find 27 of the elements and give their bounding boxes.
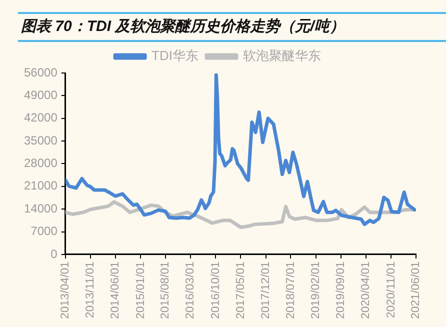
x-tick-label: 2015/01/01 [134,261,147,320]
x-tick-label: 2019/02/01 [310,261,322,320]
y-tick-label: 56000 [24,65,58,80]
x-tick-label: 2018/07/01 [284,261,297,320]
y-tick-label: 35000 [24,133,58,148]
x-tick-label: 2014/06/01 [110,261,122,320]
y-tick-label: 21000 [24,178,58,193]
y-tick-label: 7000 [30,224,58,238]
x-tick-label: 2017/05/01 [234,261,247,320]
y-tick-label: 14000 [24,201,58,216]
y-tick-label: 42000 [24,110,58,125]
y-tick-label: 28000 [24,156,58,170]
x-tick-label: 2021/06/01 [410,261,422,320]
legend-label: TDI华东 [152,48,198,64]
x-tick-label: 2019/09/01 [335,261,348,320]
x-tick-label: 2016/03/01 [184,261,197,320]
x-tick-label: 2016/10/01 [210,261,222,320]
x-tick-label: 2013/04/01 [60,261,72,320]
x-tick-label: 2017/12/01 [260,261,272,320]
legend-label: 软泡聚醚华东 [242,48,321,64]
chart-title: 图表 70：TDI 及软泡聚醚历史价格走势（元/吨） [18,12,446,42]
x-tick-label: 2020/11/01 [385,261,398,318]
x-tick-label: 2013/11/01 [84,261,97,318]
x-tick-label: 2015/08/01 [160,261,172,320]
y-tick-label: 49000 [24,88,58,102]
y-tick-label: 0 [50,246,58,261]
x-tick-label: 2020/04/01 [360,261,372,320]
